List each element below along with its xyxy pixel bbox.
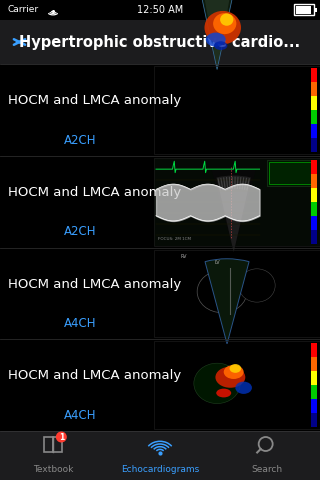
- Bar: [267, 160, 313, 186]
- Bar: [44, 437, 53, 452]
- Ellipse shape: [214, 41, 228, 50]
- Ellipse shape: [224, 365, 244, 379]
- Bar: [311, 202, 317, 216]
- Bar: [294, 4, 314, 15]
- Ellipse shape: [213, 13, 236, 34]
- Text: HOCM and LMCA anomaly: HOCM and LMCA anomaly: [8, 94, 181, 107]
- Bar: [311, 216, 317, 229]
- Bar: [154, 341, 320, 429]
- Bar: [311, 110, 317, 124]
- Bar: [311, 124, 317, 138]
- Bar: [0, 339, 320, 431]
- Text: HOCM and LMCA anomaly: HOCM and LMCA anomaly: [8, 186, 181, 199]
- Text: RV: RV: [180, 254, 187, 259]
- Text: 1: 1: [59, 432, 64, 442]
- Circle shape: [56, 432, 67, 443]
- Ellipse shape: [239, 269, 275, 302]
- Bar: [154, 66, 320, 154]
- Bar: [311, 343, 317, 357]
- Wedge shape: [205, 259, 249, 344]
- Ellipse shape: [194, 363, 240, 404]
- Bar: [154, 158, 320, 245]
- Ellipse shape: [235, 382, 252, 394]
- Bar: [311, 357, 317, 371]
- Ellipse shape: [215, 367, 245, 388]
- Bar: [311, 188, 317, 202]
- Bar: [311, 385, 317, 399]
- Text: LV: LV: [214, 260, 220, 265]
- Bar: [311, 413, 317, 427]
- Bar: [311, 371, 317, 385]
- Bar: [0, 156, 320, 248]
- Bar: [154, 250, 320, 337]
- Bar: [311, 399, 317, 413]
- Text: Hypertrophic obstructive cardio...: Hypertrophic obstructive cardio...: [20, 35, 300, 49]
- Wedge shape: [200, 0, 235, 70]
- Ellipse shape: [220, 13, 233, 26]
- Bar: [154, 341, 320, 429]
- Bar: [268, 162, 311, 184]
- Text: Textbook: Textbook: [33, 465, 74, 473]
- Ellipse shape: [197, 271, 247, 312]
- Bar: [154, 158, 320, 245]
- Bar: [0, 64, 320, 156]
- Bar: [0, 20, 320, 64]
- Bar: [154, 66, 320, 154]
- Wedge shape: [216, 176, 251, 252]
- Text: Carrier: Carrier: [8, 5, 39, 14]
- Bar: [0, 431, 320, 480]
- Text: A4CH: A4CH: [64, 409, 96, 422]
- Bar: [311, 96, 317, 110]
- Bar: [295, 5, 310, 13]
- Text: HOCM and LMCA anomaly: HOCM and LMCA anomaly: [8, 370, 181, 383]
- Wedge shape: [205, 0, 229, 70]
- Text: A2CH: A2CH: [64, 133, 96, 147]
- Ellipse shape: [229, 364, 241, 373]
- Ellipse shape: [216, 389, 231, 397]
- Bar: [311, 160, 317, 174]
- Bar: [154, 250, 320, 337]
- Text: FOCUS: 2M 1CM: FOCUS: 2M 1CM: [158, 238, 191, 241]
- Text: Search: Search: [251, 465, 282, 473]
- Bar: [0, 248, 320, 339]
- Text: A2CH: A2CH: [64, 226, 96, 239]
- Bar: [311, 138, 317, 152]
- Bar: [314, 8, 316, 12]
- Text: Echocardiograms: Echocardiograms: [121, 465, 199, 473]
- Bar: [53, 437, 62, 452]
- Bar: [311, 229, 317, 243]
- Ellipse shape: [204, 11, 241, 44]
- Text: 12:50 AM: 12:50 AM: [137, 5, 183, 15]
- Wedge shape: [212, 167, 256, 252]
- Text: A4CH: A4CH: [64, 317, 96, 330]
- Bar: [311, 82, 317, 96]
- Ellipse shape: [206, 33, 226, 47]
- Bar: [311, 174, 317, 188]
- Text: HOCM and LMCA anomaly: HOCM and LMCA anomaly: [8, 278, 181, 291]
- Bar: [311, 68, 317, 82]
